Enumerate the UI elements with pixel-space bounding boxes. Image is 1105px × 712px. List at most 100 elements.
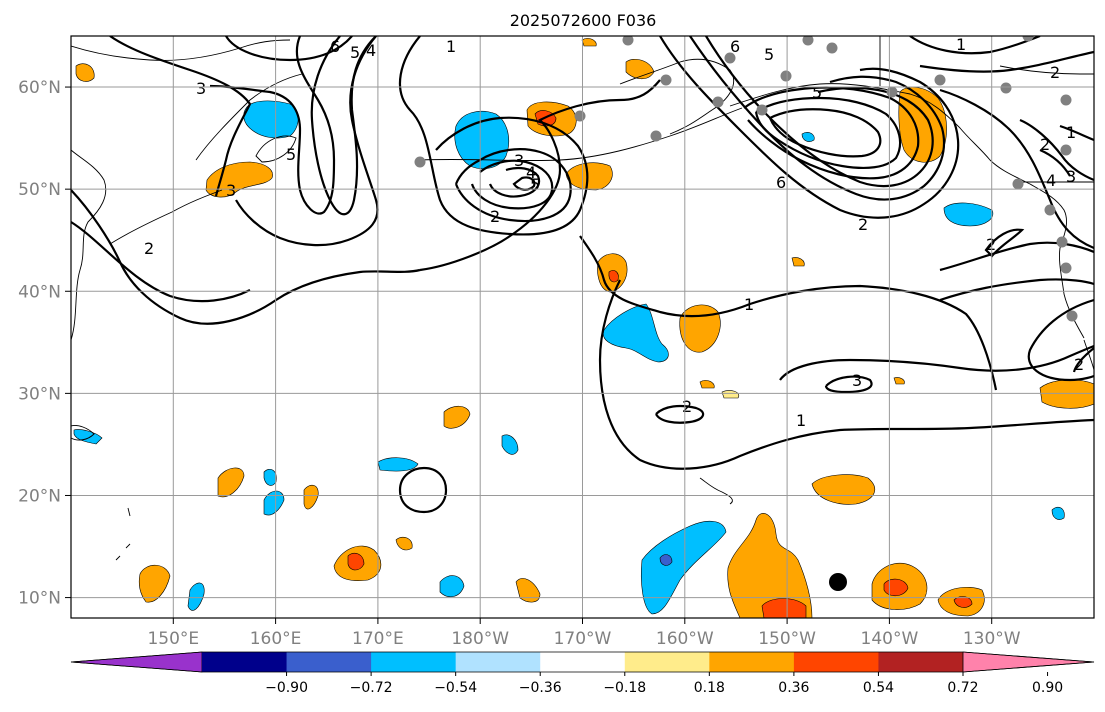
contour-label: 4 — [366, 41, 376, 60]
contour-label: 1 — [446, 37, 456, 56]
station-marker — [1056, 236, 1068, 248]
colorbar-tick-label: −0.18 — [603, 680, 646, 696]
shade-region — [347, 552, 365, 571]
shade-region — [217, 467, 245, 498]
longitude-tick-label: 160°W — [656, 629, 714, 649]
contour-label: 6 — [776, 173, 786, 192]
contour-line — [655, 404, 705, 424]
colorbar-tick-label: −0.54 — [434, 680, 477, 696]
colorbar-segment — [455, 652, 541, 672]
station-marker — [574, 110, 586, 122]
shade-region — [138, 564, 171, 603]
contour-label: 2 — [858, 215, 868, 234]
contour-label: 2 — [986, 235, 996, 254]
contour-line — [768, 108, 882, 158]
shade-region — [602, 303, 669, 363]
contour-labels: 6 5 4 1 3 5 2 2 3 4 5 3 2 6 5 6 1 2 1 2 … — [144, 35, 1084, 430]
shade-region — [515, 578, 541, 603]
colorbar-segment — [202, 652, 288, 672]
coastlines — [71, 36, 1094, 561]
contour-label: 4 — [1046, 171, 1056, 190]
coastline — [999, 65, 1094, 75]
contour-label: 3 — [196, 79, 206, 98]
latitude-tick-label: 40°N — [18, 282, 61, 302]
contour-line — [939, 241, 1094, 272]
colorbar — [70, 651, 1095, 676]
colorbar-extend-high — [962, 651, 1095, 673]
contour-line — [1059, 124, 1094, 142]
shade-region — [659, 554, 673, 566]
shade-region — [377, 457, 419, 472]
map-plot-area: 6 5 4 1 3 5 2 2 3 4 5 3 2 6 5 6 1 2 1 2 … — [71, 35, 1094, 618]
axis-ticks — [65, 86, 993, 624]
contour-label: 2 — [144, 239, 154, 258]
coastline — [699, 477, 733, 505]
contour-label: 1 — [956, 35, 966, 54]
contour-label: 3 — [226, 181, 236, 200]
contour-line — [1072, 347, 1094, 373]
contour-label: 5 — [812, 83, 822, 102]
highlight-marker — [829, 573, 847, 591]
contour-label: 4 — [526, 163, 536, 182]
colorbar-tick-label: 0.72 — [947, 680, 978, 696]
coastline — [255, 135, 297, 163]
shaded-fields — [73, 38, 1094, 618]
contour-line — [235, 36, 379, 247]
coastline — [71, 149, 107, 341]
contour-line — [598, 279, 1094, 470]
station-marker — [886, 86, 898, 98]
longitude-tick-label: 170°W — [554, 629, 612, 649]
shade-region — [953, 596, 973, 608]
contour-line — [512, 176, 536, 191]
shade-region — [883, 578, 909, 597]
contour-label: 5 — [286, 145, 296, 164]
contour-line — [705, 36, 934, 188]
contour-label: 6 — [730, 37, 740, 56]
contour-label: 2 — [490, 207, 500, 226]
colorbar-segment — [286, 652, 372, 672]
map-title: 2025072600 F036 — [510, 11, 657, 30]
contour-line — [919, 50, 1094, 73]
station-marker — [802, 36, 814, 46]
shade-region — [73, 429, 103, 445]
contour-label: 1 — [796, 411, 806, 430]
colorbar-segment — [371, 652, 457, 672]
contour-label: 3 — [1066, 167, 1076, 186]
shade-region — [395, 536, 413, 551]
shade-region — [1039, 379, 1094, 409]
station-marker — [724, 52, 736, 64]
contour-label: 5 — [530, 175, 540, 194]
shade-region — [811, 474, 876, 505]
contour-line — [71, 221, 251, 303]
shade-region — [1051, 506, 1065, 520]
longitude-tick-label: 150°W — [758, 629, 816, 649]
station-marker — [712, 96, 724, 108]
coastline — [729, 83, 1085, 339]
station-marker — [1066, 310, 1078, 322]
contour-line — [579, 235, 998, 391]
station-marker — [1012, 178, 1024, 190]
contour-label: 1 — [1066, 123, 1076, 142]
latitude-tick-label: 30°N — [18, 384, 61, 404]
shade-region — [263, 490, 285, 516]
shade-region — [801, 132, 815, 142]
contour-line — [984, 228, 1025, 258]
shade-region — [581, 38, 597, 47]
coastline — [419, 107, 743, 162]
station-marker — [934, 74, 946, 86]
contour-line — [310, 36, 377, 216]
shade-region — [791, 257, 805, 267]
contour-label: 2 — [1074, 355, 1084, 374]
contour-line — [398, 36, 589, 236]
shade-region — [943, 202, 994, 227]
contour-line — [71, 189, 421, 325]
latitude-tick-label: 10°N — [18, 589, 61, 609]
colorbar-outline — [70, 651, 1095, 673]
contour-label: 5 — [350, 43, 360, 62]
coastline — [115, 507, 131, 561]
station-marker — [1000, 82, 1012, 94]
contour-label: 3 — [852, 371, 862, 390]
gridlines — [71, 36, 1094, 618]
colorbar-tick-label: 0.36 — [778, 680, 809, 696]
station-marker — [1060, 262, 1072, 274]
